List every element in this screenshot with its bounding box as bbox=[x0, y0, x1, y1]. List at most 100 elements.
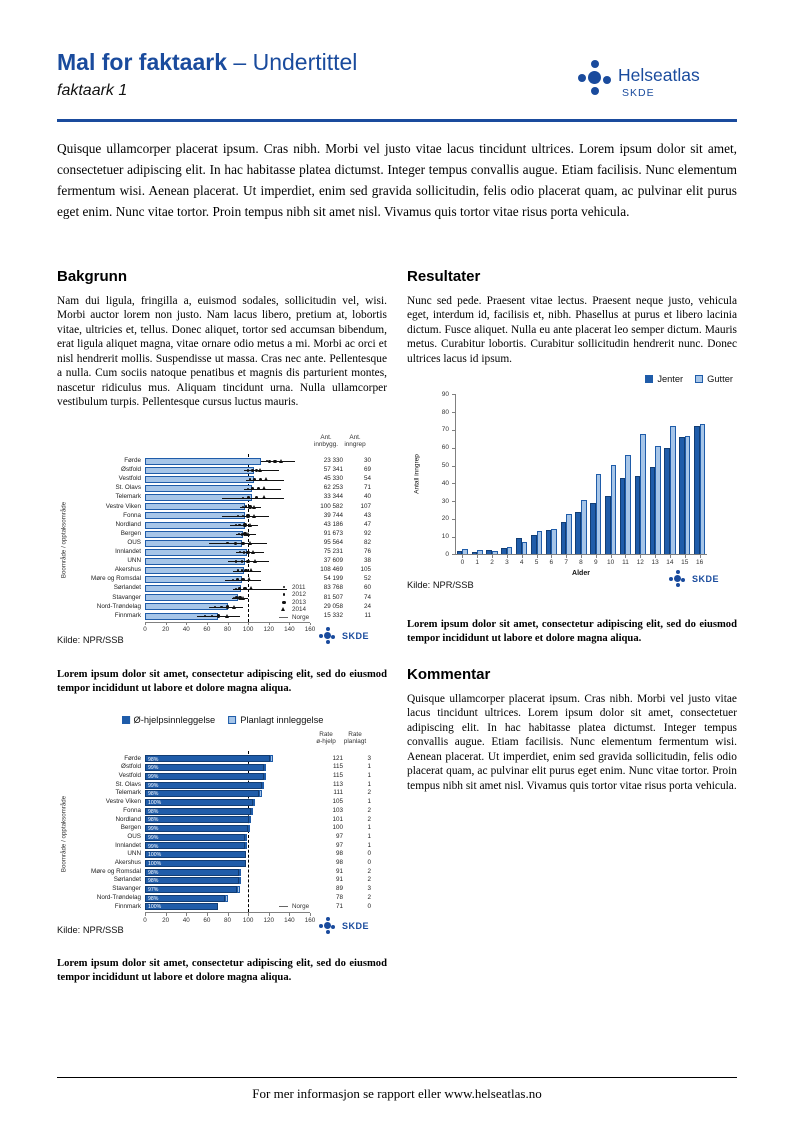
value-col-1: 101 bbox=[332, 815, 343, 823]
marker-triangle bbox=[224, 613, 229, 618]
legend-triangle-icon bbox=[281, 607, 286, 612]
x-tick-label: 20 bbox=[162, 626, 170, 634]
value-col-1: 105 bbox=[332, 798, 343, 806]
marker-triangle bbox=[248, 586, 253, 591]
x-axis-tick bbox=[186, 913, 188, 916]
y-axis-tick bbox=[452, 447, 455, 449]
x-tick-label: 16 bbox=[695, 558, 704, 566]
marker-dot bbox=[219, 605, 223, 609]
bar-gutter bbox=[684, 436, 691, 555]
skde-logo-dot-icon bbox=[676, 570, 680, 575]
row-label: Telemark bbox=[115, 789, 141, 797]
legend-item: Gutter bbox=[695, 374, 733, 384]
marker-dot bbox=[240, 569, 244, 572]
marker-dot bbox=[234, 587, 237, 590]
bar-ohjelp bbox=[145, 772, 264, 780]
marker-dot bbox=[231, 578, 234, 581]
y-tick-label: 50 bbox=[441, 462, 449, 470]
bar-jenter bbox=[501, 548, 507, 555]
bar-ohjelp bbox=[145, 790, 260, 798]
value-col-2: 92 bbox=[363, 529, 371, 537]
value-col-2: 82 bbox=[363, 538, 371, 546]
logo-dot bbox=[588, 71, 601, 84]
value-col-1: 103 bbox=[332, 806, 343, 814]
value-col-1: 100 bbox=[332, 824, 343, 832]
legend-label: 2011 bbox=[292, 583, 306, 591]
value-col-1: 54 199 bbox=[323, 575, 343, 583]
bar-jenter bbox=[560, 522, 567, 555]
x-axis-tick bbox=[206, 622, 208, 626]
marker-dot bbox=[241, 514, 245, 518]
x-axis-tick bbox=[165, 913, 167, 916]
x-tick-label: 80 bbox=[223, 916, 231, 924]
row-label: Nordland bbox=[115, 520, 141, 528]
marker-triangle bbox=[251, 504, 256, 509]
skde-logo-dot-icon bbox=[326, 917, 330, 921]
y-axis-tick bbox=[452, 429, 455, 431]
x-tick-label: 160 bbox=[304, 916, 316, 924]
x-axis-tick bbox=[268, 913, 270, 916]
x-tick-label: 11 bbox=[622, 558, 629, 566]
x-tick-label: 4 bbox=[519, 558, 524, 566]
bar-jenter bbox=[664, 447, 670, 555]
x-axis-tick bbox=[536, 555, 538, 558]
footer-rule bbox=[57, 1077, 737, 1078]
value-col-1: 62 253 bbox=[323, 484, 343, 492]
skde-logo-dot-icon bbox=[324, 922, 331, 929]
bar-gutter bbox=[699, 423, 706, 555]
bar-pct-label: 97% bbox=[148, 887, 159, 893]
bar-pct-label: 100% bbox=[148, 852, 162, 859]
legend-item: Planlagt innleggelse bbox=[228, 715, 323, 725]
x-axis-tick bbox=[610, 555, 612, 558]
value-col-2: 47 bbox=[363, 520, 371, 528]
logo-name: Helseatlas bbox=[618, 65, 700, 85]
x-tick-label: 140 bbox=[284, 626, 295, 634]
legend-dash-icon bbox=[279, 617, 288, 619]
x-tick-label: 60 bbox=[203, 916, 211, 924]
x-tick-label: 15 bbox=[681, 558, 689, 566]
row-label: Bergen bbox=[120, 824, 141, 832]
x-axis-tick bbox=[268, 622, 270, 626]
legend-swatch-icon bbox=[695, 375, 704, 384]
bar-ohjelp bbox=[145, 903, 219, 911]
skde-logo-dot-icon bbox=[319, 924, 323, 928]
y-tick-label: 20 bbox=[441, 515, 449, 523]
value-col-1: 97 bbox=[335, 832, 343, 840]
marker-triangle bbox=[278, 459, 283, 464]
row-label: Nord-Trøndelag bbox=[96, 602, 141, 610]
value-col-1: 43 186 bbox=[323, 520, 343, 528]
x-tick-label: 0 bbox=[460, 558, 465, 566]
value-col-1: 83 768 bbox=[323, 584, 343, 592]
value-col-2: 3 bbox=[367, 754, 371, 762]
marker-dot bbox=[241, 505, 245, 508]
marker-dot bbox=[268, 459, 272, 463]
bar-gutter bbox=[492, 550, 498, 555]
bar-jenter bbox=[619, 477, 626, 555]
marker-dot bbox=[234, 541, 238, 545]
value-col-2: 11 bbox=[364, 611, 371, 619]
bar-pct-label: 100% bbox=[148, 800, 162, 806]
y-tick-label: 90 bbox=[441, 390, 449, 398]
value-col-1: 115 bbox=[332, 763, 343, 771]
value-col-1: 81 507 bbox=[323, 593, 343, 601]
marker-dot bbox=[236, 578, 240, 582]
y-tick-label: 30 bbox=[441, 497, 449, 505]
chart-age-gender: Jenter Gutter 0 10 20 30 40 50 60 70 80 90 0 1 2 3 4 5 6 7 8… bbox=[407, 374, 737, 606]
whisker bbox=[222, 515, 269, 517]
chart-source: Kilde: NPR/SSB bbox=[57, 925, 124, 935]
marker-dot bbox=[214, 605, 217, 609]
chart-admission-types: Boområde / opptaksområde Rate ø-hjelp Rate… bbox=[57, 715, 388, 945]
bar bbox=[145, 567, 244, 575]
x-axis-tick bbox=[145, 622, 146, 626]
chart-source: Kilde: NPR/SSB bbox=[407, 580, 474, 591]
y-tick-label: 60 bbox=[441, 444, 449, 452]
logo-dot bbox=[591, 60, 599, 68]
marker-dot bbox=[226, 542, 229, 545]
row-label: Telemark bbox=[115, 493, 141, 501]
marker-dot bbox=[244, 568, 248, 573]
bar-gutter bbox=[669, 425, 676, 555]
marker-triangle bbox=[247, 522, 252, 527]
skde-logo-text: SKDE bbox=[342, 630, 370, 641]
value-col-1: 91 673 bbox=[323, 529, 343, 537]
